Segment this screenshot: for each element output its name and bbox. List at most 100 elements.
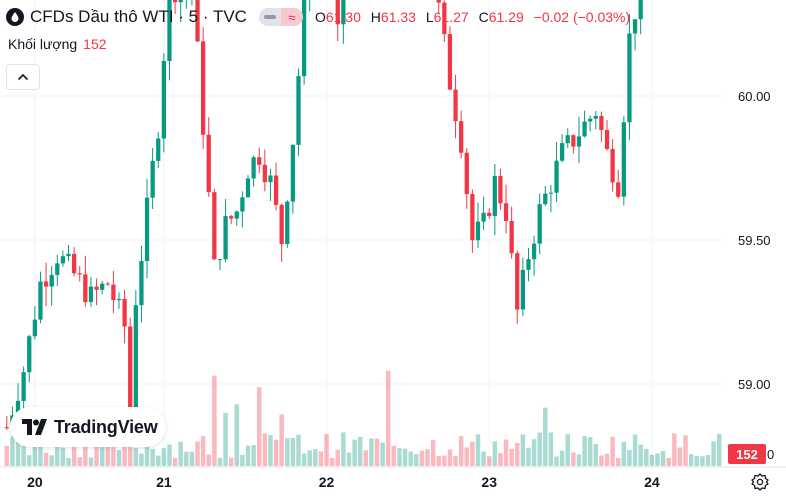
candle-body [172, 0, 178, 3]
collapse-legend-button[interactable] [6, 64, 40, 90]
volume-bar [346, 452, 352, 466]
candle-body [217, 259, 223, 261]
volume-bar [660, 450, 666, 466]
candle-body [262, 164, 267, 183]
volume-bar [632, 434, 638, 466]
volume-bar [285, 438, 290, 466]
volume-bar [716, 434, 722, 466]
time-axis[interactable]: 20 21 22 23 24 [0, 466, 786, 490]
candle-body [144, 197, 150, 262]
candle-body [60, 256, 66, 264]
candle-body [576, 136, 582, 147]
candle-body [341, 0, 346, 25]
volume-bar [397, 448, 402, 466]
candle-body [447, 34, 453, 90]
chevron-up-icon [17, 73, 29, 81]
time-tick-label: 21 [156, 474, 172, 490]
volume-bar [430, 440, 436, 466]
volume-bar [99, 438, 105, 466]
volume-bar [498, 452, 503, 466]
volume-label[interactable]: Khối lượng [8, 36, 78, 52]
candle-body [548, 192, 554, 194]
volume-bar [688, 454, 694, 466]
candle-body [621, 122, 626, 197]
volume-bar [492, 441, 498, 466]
candle-body [178, 0, 183, 3]
volume-bar [195, 441, 200, 466]
candle-body [223, 216, 228, 260]
candle-body [475, 221, 481, 241]
symbol-title[interactable]: CFDs Dầu thô WTI · 5 · TVC [30, 7, 247, 26]
volume-bar [234, 404, 240, 466]
time-tick-label: 23 [481, 474, 497, 490]
candle-body [240, 197, 245, 212]
candle-body [582, 121, 587, 137]
volume-bar [711, 441, 716, 466]
gear-icon[interactable] [750, 472, 770, 492]
volume-bar [324, 434, 329, 466]
candle-body [638, 0, 643, 20]
volume-bar [481, 451, 486, 466]
volume-bar [66, 457, 71, 466]
candle-body [49, 274, 54, 287]
candle-body [71, 253, 77, 274]
volume-bar [363, 450, 369, 466]
volume-bar [240, 454, 245, 466]
volume-bar [414, 454, 419, 466]
volume-bar [290, 437, 296, 466]
volume-bar [587, 437, 593, 466]
candle-body [27, 336, 32, 373]
volume-bar [419, 450, 425, 466]
volume-bar [21, 446, 26, 466]
volume-bar [436, 456, 441, 466]
candle-body [21, 372, 26, 401]
volume-bar [543, 407, 548, 466]
volume-bar [4, 445, 10, 466]
candle-body [15, 400, 21, 416]
volume-bar [329, 457, 335, 466]
volume-bar [15, 442, 21, 466]
volume-bar [60, 447, 66, 466]
volume-bar [172, 457, 178, 466]
volume-bar [638, 444, 643, 466]
candle-body [38, 281, 43, 320]
candle-body [560, 143, 565, 161]
volume-bar [301, 453, 307, 466]
candle-body [100, 283, 105, 290]
candle-body [588, 118, 593, 122]
volume-bar [167, 444, 172, 466]
indicator-toggle[interactable]: ≈ [258, 8, 303, 26]
open-key: O [314, 9, 326, 25]
volume-bar [571, 452, 576, 466]
tradingview-logo[interactable]: TradingView [10, 407, 166, 447]
volume-bar [700, 456, 705, 466]
candle-body [66, 253, 71, 257]
candle-body [290, 144, 296, 202]
volume-bar [200, 436, 206, 466]
volume-bar [374, 438, 380, 466]
volume-bar [599, 455, 604, 466]
volume-bar [548, 432, 554, 466]
volume-bar [442, 455, 447, 466]
candle-body [156, 138, 161, 161]
candle-body [105, 283, 110, 285]
volume-bar [212, 375, 217, 466]
volume-bar [251, 445, 256, 466]
candle-body [464, 152, 469, 195]
volume-bar [666, 457, 671, 466]
candle-body [526, 259, 531, 270]
price-tick-label: 60.00 [738, 89, 771, 104]
candle-body [520, 269, 525, 310]
hide-icon[interactable] [259, 8, 281, 26]
volume-bar [156, 455, 161, 466]
compare-icon[interactable]: ≈ [280, 8, 303, 26]
volume-bar [94, 446, 99, 466]
volume-bar [335, 449, 341, 466]
volume-bar [526, 447, 531, 466]
volume-bar [627, 449, 632, 466]
tv-logo-icon [22, 419, 47, 435]
volume-bar [425, 449, 430, 466]
